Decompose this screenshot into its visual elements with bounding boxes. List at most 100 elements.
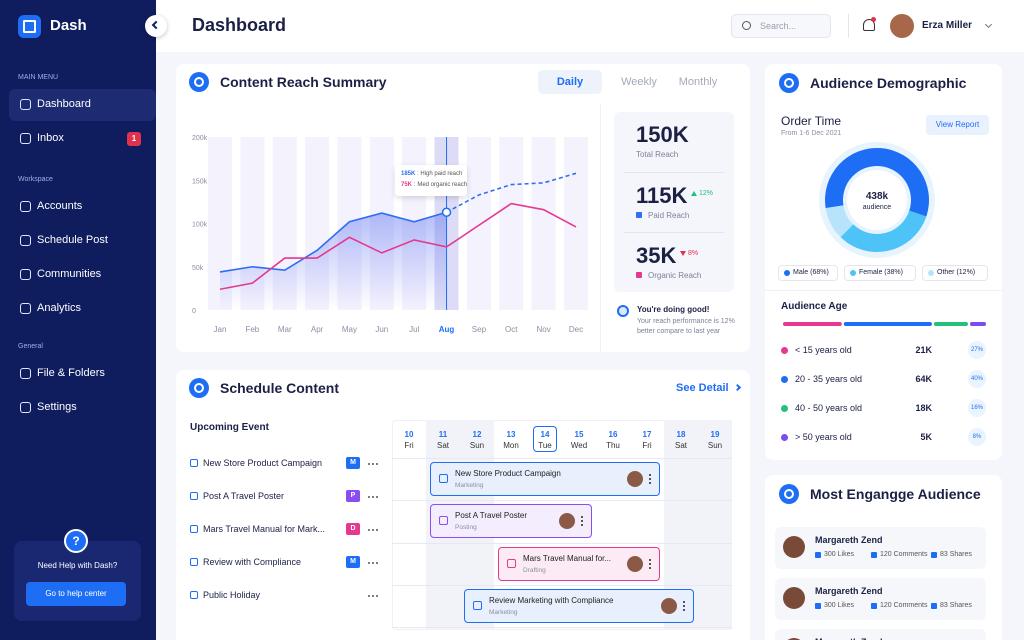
menu-label: Settings — [37, 401, 77, 413]
card-icon — [779, 484, 799, 504]
stat-label: Total Reach — [636, 150, 679, 159]
person-row[interactable]: Margareth Zend 300 Likes 120 Comments 83 Sh… — [775, 527, 986, 569]
stat-icon — [815, 603, 821, 609]
event-name[interactable]: Public Holiday — [203, 590, 261, 600]
more-dot — [372, 562, 374, 564]
help-icon: ? — [64, 529, 88, 553]
menu-label: Communities — [37, 268, 102, 280]
age-percent: 16% — [968, 399, 986, 417]
person-row[interactable]: Margareth Zend — [775, 629, 986, 640]
avatar[interactable] — [890, 14, 914, 38]
event-name[interactable]: Mars Travel Manual for Mark... — [203, 524, 326, 534]
brand: Dash — [50, 17, 87, 34]
menu-section-title: MAIN MENU — [18, 74, 59, 81]
more-dot — [581, 520, 583, 522]
person-row[interactable]: Margareth Zend 300 Likes 120 Comments 83 Sh… — [775, 578, 986, 620]
tab[interactable]: Weekly — [621, 76, 657, 88]
event-avatar — [627, 471, 643, 487]
more-dot — [683, 605, 685, 607]
card-icon-inner — [784, 78, 794, 88]
schedule-event[interactable]: New Store Product Campaign Marketing — [430, 462, 660, 496]
more-dot — [649, 482, 651, 484]
event-name[interactable]: New Store Product Campaign — [203, 458, 323, 468]
more-dot — [368, 562, 370, 564]
calendar-row-line — [392, 458, 732, 459]
stat-value: 115K — [636, 183, 688, 208]
schedule-event[interactable]: Mars Travel Manual for... Drafting — [498, 547, 660, 581]
menu-item[interactable]: File & Folders — [9, 358, 156, 390]
more-dot — [581, 524, 583, 526]
day-name: Tue — [538, 441, 552, 450]
schedule-event[interactable]: Post A Travel Poster Posting — [430, 504, 592, 538]
trend-arrow — [691, 191, 697, 196]
menu-item[interactable]: Schedule Post — [9, 225, 156, 257]
tab[interactable]: Monthly — [678, 76, 718, 88]
menu-item[interactable]: Settings — [9, 392, 156, 424]
menu-item[interactable]: Inbox 1 — [9, 123, 156, 155]
event-name[interactable]: Post A Travel Poster — [203, 491, 285, 501]
day-name: Fri — [642, 441, 652, 450]
event-icon — [190, 459, 198, 467]
day-name: Mon — [503, 441, 519, 450]
more-dot — [368, 463, 370, 465]
age-label: 40 - 50 years old — [795, 403, 863, 413]
menu-item[interactable]: Accounts — [9, 191, 156, 223]
view-report-button[interactable]: View Report — [926, 115, 989, 135]
bell-icon[interactable] — [863, 19, 875, 31]
card-divider — [600, 104, 601, 352]
menu-item[interactable]: Communities — [9, 259, 156, 291]
stat-icon — [931, 603, 937, 609]
legend-chip: Other (12%) — [922, 265, 988, 281]
card-icon-inner — [784, 489, 794, 499]
day-name: Wed — [570, 441, 588, 450]
collapse-button[interactable] — [145, 15, 167, 37]
tab[interactable]: Daily — [556, 76, 584, 88]
card-icon — [189, 378, 209, 398]
menu-label: Schedule Post — [37, 234, 108, 246]
legend-label: Other (12%) — [937, 269, 976, 276]
help-text: Need Help with Dash? — [37, 561, 118, 570]
day-date: 17 — [642, 430, 652, 439]
legend-label: Male (68%) — [793, 269, 829, 276]
logo-icon — [18, 15, 41, 38]
menu-label: Inbox — [37, 132, 64, 144]
schedule-event[interactable]: Review Marketing with Compliance Marketin… — [464, 589, 694, 623]
day-date: 14 — [540, 430, 550, 439]
card-title: Audience Demographic — [810, 75, 967, 91]
more-dot — [372, 463, 374, 465]
event-name[interactable]: Review with Compliance — [203, 557, 302, 567]
age-percent: 27% — [968, 341, 986, 359]
page-title: Dashboard — [192, 15, 287, 35]
note-text: Your reach performance is 12% better com… — [637, 318, 735, 335]
header — [156, 0, 1024, 52]
age-count: 21K — [915, 345, 932, 355]
help-button[interactable]: Go to help center — [26, 582, 126, 606]
day-name: Sun — [469, 441, 485, 450]
more-dot — [368, 595, 370, 597]
stat-swatch — [636, 212, 642, 218]
person-likes: 300 Likes — [824, 551, 854, 558]
menu-icon — [20, 368, 31, 379]
more-dot — [376, 595, 378, 597]
age-count: 5K — [920, 432, 932, 442]
menu-item[interactable]: Dashboard — [9, 89, 156, 121]
more-dot — [372, 529, 374, 531]
divider — [848, 14, 849, 38]
tooltip-value: 185K — [401, 171, 416, 177]
person-name: Margareth Zend — [815, 637, 883, 640]
user-name[interactable]: Erza Miller — [922, 20, 973, 31]
menu-item[interactable]: Analytics — [9, 293, 156, 325]
legend-chip: Male (68%) — [778, 265, 838, 281]
tab-active-bg — [538, 70, 602, 94]
card-title: Content Reach Summary — [220, 74, 387, 90]
person-avatar — [783, 536, 805, 558]
more-dot — [649, 567, 651, 569]
search-box[interactable]: Search... — [731, 14, 831, 38]
age-percent: 8% — [968, 428, 986, 446]
stat-icon — [931, 552, 937, 558]
event-tag: M — [346, 556, 360, 568]
calendar-row-line — [392, 543, 732, 544]
card-title: Most Engangge Audience — [810, 486, 981, 502]
see-detail-link[interactable]: See Detail — [676, 382, 729, 394]
event-sub: Marketing — [455, 482, 484, 489]
